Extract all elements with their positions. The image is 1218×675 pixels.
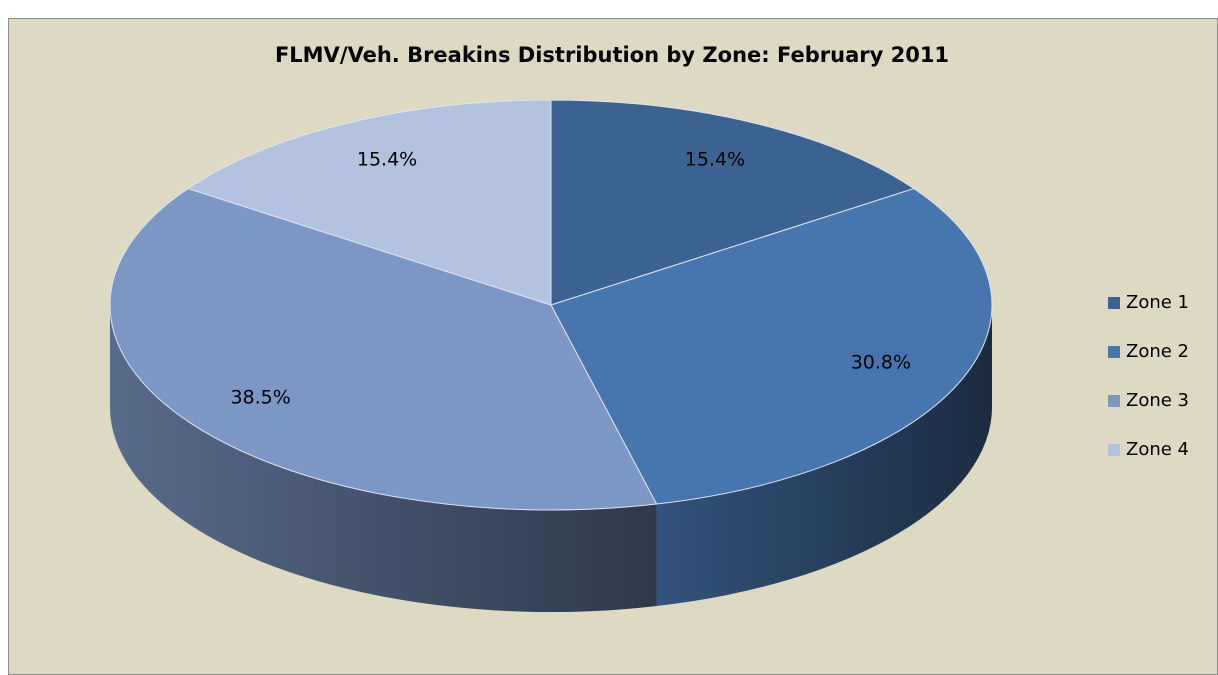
data-label: 38.5% (230, 387, 290, 409)
slice-side-shade (656, 305, 992, 607)
legend-swatch (1108, 395, 1120, 407)
slice (186, 99, 552, 306)
legend: Zone 1 Zone 2 Zone 3 Zone 4 (1108, 292, 1189, 460)
slice (550, 187, 993, 505)
slice (550, 99, 916, 306)
data-label: 15.4% (685, 148, 745, 170)
slice-side-shade (110, 305, 657, 612)
slice (109, 187, 658, 511)
legend-label: Zone 2 (1126, 341, 1189, 362)
legend-swatch (1108, 444, 1120, 456)
legend-swatch (1108, 297, 1120, 309)
legend-label: Zone 3 (1126, 390, 1189, 411)
legend-label: Zone 4 (1126, 439, 1189, 460)
legend-label: Zone 1 (1126, 292, 1189, 313)
data-label: 30.8% (851, 352, 911, 374)
pie: 15.4% 30.8% 38.5% 15.4% (109, 99, 993, 612)
legend-swatch (1108, 346, 1120, 358)
chart-title: FLMV/Veh. Breakins Distribution by Zone:… (275, 43, 949, 67)
data-label: 15.4% (357, 148, 417, 170)
